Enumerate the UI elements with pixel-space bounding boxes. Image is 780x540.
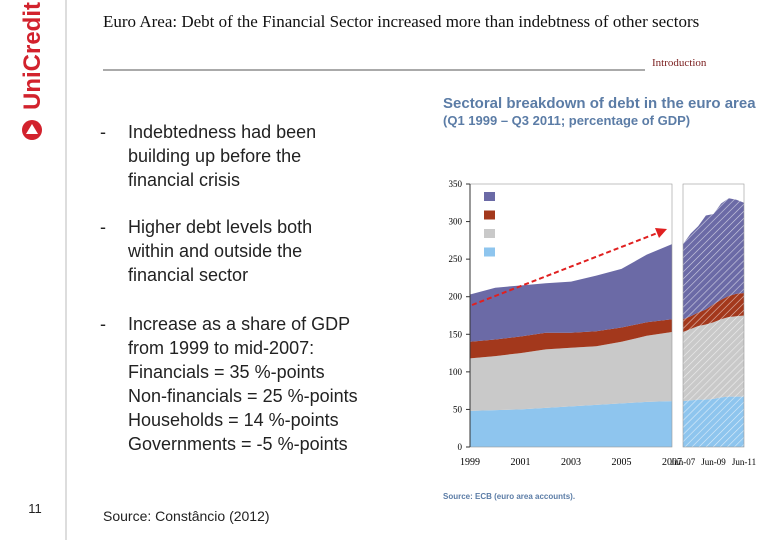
section-label: Introduction [652, 57, 707, 69]
x-tick-label: 2001 [511, 457, 531, 468]
trend-arrow-head [655, 228, 667, 238]
bullet-text: Higher debt levels both within and outsi… [128, 217, 313, 285]
title-box: Euro Area: Debt of the Financial Sector … [103, 12, 700, 31]
y-tick-label: 250 [449, 254, 463, 264]
x-tick-label: Jun-11 [732, 457, 756, 467]
y-tick-label: 150 [449, 329, 463, 339]
chart-subtitle: (Q1 1999 – Q3 2011; percentage of GDP) [443, 113, 690, 128]
logo-text: UniCredit [19, 2, 46, 110]
x-tick-label: 2003 [561, 457, 581, 468]
bullet-marker: - [100, 217, 106, 237]
y-tick-label: 300 [449, 217, 463, 227]
legend-swatch [484, 210, 495, 220]
chart-title: Sectoral breakdown of debt in the euro a… [443, 95, 756, 112]
plot: 0 50 100 150 200 250 300 350 1999 2001 2003 2005 200… [449, 179, 757, 468]
legend-swatch [484, 247, 495, 257]
x-tick-label: 2005 [612, 457, 632, 468]
slide-title: Euro Area: Debt of the Financial Sector … [103, 12, 700, 31]
bullet: - Indebtedness had been building up befor… [100, 120, 370, 192]
panel-frame [682, 183, 745, 448]
bullet: - Higher debt levels both within and outs… [100, 215, 370, 287]
legend-label: financial corporate debt [499, 192, 594, 203]
legend-label: government debt [499, 211, 567, 222]
bullet-marker: - [100, 314, 106, 334]
bullet: - Increase as a share of GDP from 1999 to… [100, 312, 370, 456]
x-tick-label: 1999 [460, 457, 480, 468]
y-tick-label: 0 [458, 442, 463, 452]
y-tick-label: 350 [449, 179, 463, 189]
area [470, 332, 672, 411]
source: Source: Constâncio (2012) [103, 508, 270, 524]
y-tick-label: 50 [453, 404, 463, 414]
area [470, 244, 672, 342]
logo: UniCredit [19, 2, 46, 140]
y-tick-label: 200 [449, 292, 463, 302]
area [470, 319, 672, 359]
x-tick-label: 2007 [662, 457, 682, 468]
area [470, 401, 672, 447]
hatch-overlay [683, 184, 744, 447]
bullet-text: Indebtedness had been building up before… [128, 122, 317, 190]
page-number: 11 [28, 501, 42, 516]
bullet-marker: - [100, 122, 106, 142]
chart-source: Source: ECB (euro area accounts). [443, 492, 575, 501]
legend-label: non-financial corporate debt [499, 229, 613, 240]
x-tick-label: Jun-09 [701, 457, 726, 467]
legend-swatch [484, 229, 495, 238]
y-tick-label: 100 [449, 367, 463, 377]
bullet-text: Increase as a share of GDP from 1999 to … [128, 314, 358, 454]
legend-label: household debt [499, 248, 560, 259]
legend-swatch [484, 192, 495, 201]
trend-arrow [471, 231, 661, 306]
x-tick-label: Jun-07 [671, 457, 696, 467]
